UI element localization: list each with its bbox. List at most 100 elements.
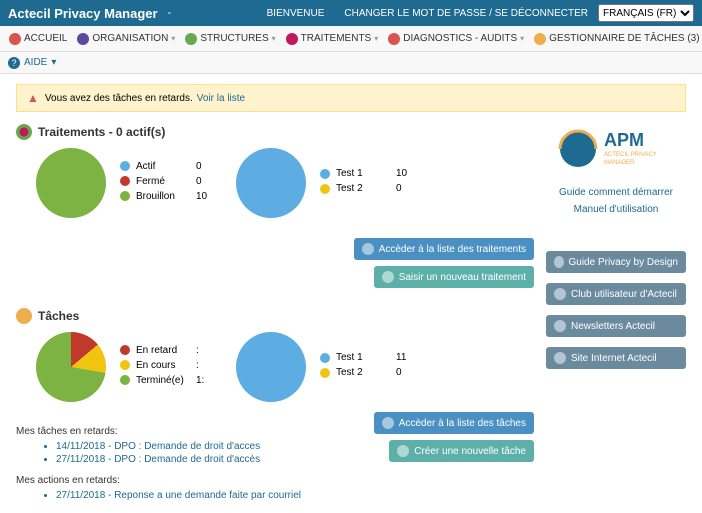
btn-newsletters-actecil[interactable]: Newsletters Actecil (546, 315, 686, 337)
legend-value: 0 (196, 161, 216, 172)
menu-structures[interactable]: STRUCTURES▾ (180, 33, 280, 45)
legend-row: Terminé(e)1: (120, 375, 216, 386)
legend-row: Fermé0 (120, 176, 216, 187)
btn-guide-privacy-by-design[interactable]: Guide Privacy by Design (546, 251, 686, 273)
btn-cr-er-une-nouvelle-t-che[interactable]: Créer une nouvelle tâche (389, 440, 534, 462)
legend-dot (120, 161, 130, 171)
legend-dot (320, 368, 330, 378)
legend-row: Test 111 (320, 352, 416, 363)
legend-value: 1: (196, 375, 216, 386)
btn-label: Newsletters Actecil (571, 321, 655, 332)
legend-dot (320, 184, 330, 194)
legend-value: 10 (196, 191, 216, 202)
legend-value: 0 (396, 183, 416, 194)
legend-value: 11 (396, 352, 416, 363)
btn-label: Accèder à la liste des tâches (399, 418, 526, 429)
menu-organisation[interactable]: ORGANISATION▾ (72, 33, 180, 45)
btn-label: Guide Privacy by Design (569, 257, 679, 268)
legend-dot (120, 345, 130, 355)
chevron-down-icon: ▾ (171, 34, 175, 43)
menu-gestionnaire-de-t-ches-[interactable]: GESTIONNAIRE DE TÂCHES (3)▾ (529, 33, 702, 45)
legend-label: Fermé (136, 176, 196, 187)
legend-label: Actif (136, 161, 196, 172)
welcome-text: BIENVENUE (267, 8, 325, 19)
btn-icon (382, 417, 394, 429)
alert-link[interactable]: Voir la liste (197, 93, 245, 104)
topbar: Actecil Privacy Manager - BIENVENUE CHAN… (0, 0, 702, 26)
right-sidebar: APM ACTECIL PRIVACY MANAGER Guide commen… (546, 124, 686, 503)
help-label: AIDE (24, 57, 47, 68)
title-dash: - (168, 7, 172, 19)
traitements-legend-status: Actif0 Fermé0 Brouillon10 (120, 161, 216, 206)
legend-value: : (196, 360, 216, 371)
menu-icon (388, 33, 400, 45)
menu-label: DIAGNOSTICS - AUDITS (403, 33, 517, 44)
help-icon: ? (8, 57, 20, 69)
late-item[interactable]: 27/11/2018 - Reponse a une demande faite… (56, 490, 354, 501)
legend-value: 10 (396, 168, 416, 179)
btn-club-utilisateur-d-actecil[interactable]: Club utilisateur d'Actecil (546, 283, 686, 305)
legend-label: Test 1 (336, 352, 396, 363)
app-title: Actecil Privacy Manager (8, 6, 158, 21)
language-select[interactable]: FRANÇAIS (FR) (598, 4, 694, 22)
taches-header: Tâches (16, 308, 534, 324)
menu-label: STRUCTURES (200, 33, 268, 44)
menu-diagnostics-audits[interactable]: DIAGNOSTICS - AUDITS▾ (383, 33, 529, 45)
menu-icon (77, 33, 89, 45)
legend-dot (120, 176, 130, 186)
alert-late-tasks: ▲ Vous avez des tâches en retards. Voir … (16, 84, 686, 112)
menu-icon (9, 33, 21, 45)
btn-icon (554, 352, 566, 364)
menubar: ACCUEILORGANISATION▾STRUCTURES▾TRAITEMEN… (0, 26, 702, 52)
svg-text:MANAGER: MANAGER (604, 160, 635, 166)
chevron-down-icon: ▾ (374, 34, 378, 43)
late-actions-title: Mes actions en retards: (16, 475, 354, 486)
btn-saisir-un-nouveau-traitement[interactable]: Saisir un nouveau traitement (374, 266, 534, 288)
btn-icon (382, 271, 394, 283)
guide-start-link[interactable]: Guide comment démarrer (546, 187, 686, 198)
apm-logo: APM ACTECIL PRIVACY MANAGER (546, 124, 686, 177)
taches-buttons: Accèder à la liste des tâches Créer une n… (374, 412, 534, 503)
legend-row: En cours: (120, 360, 216, 371)
menu-label: TRAITEMENTS (301, 33, 372, 44)
btn-acc-der-la-liste-des-t-ches[interactable]: Accèder à la liste des tâches (374, 412, 534, 434)
svg-text:ACTECIL PRIVACY: ACTECIL PRIVACY (604, 152, 657, 158)
btn-label: Club utilisateur d'Actecil (571, 289, 677, 300)
manual-link[interactable]: Manuel d'utilisation (546, 204, 686, 215)
menu-accueil[interactable]: ACCUEIL (4, 33, 72, 45)
warning-icon: ▲ (27, 91, 39, 105)
btn-label: Accèder à la liste des traitements (379, 244, 526, 255)
menu-label: ACCUEIL (24, 33, 67, 44)
btn-acc-der-la-liste-des-traitements[interactable]: Accèder à la liste des traitements (354, 238, 534, 260)
btn-icon (554, 288, 566, 300)
legend-label: Test 1 (336, 168, 396, 179)
btn-label: Site Internet Actecil (571, 353, 657, 364)
legend-label: En retard (136, 345, 196, 356)
btn-icon (554, 256, 564, 268)
btn-site-internet-actecil[interactable]: Site Internet Actecil (546, 347, 686, 369)
btn-label: Créer une nouvelle tâche (414, 446, 526, 457)
chevron-down-icon: ▾ (520, 34, 524, 43)
late-item[interactable]: 27/11/2018 - DPO : Demande de droit d'ac… (56, 454, 354, 465)
late-item[interactable]: 14/11/2018 - DPO : Demande de droit d'ac… (56, 441, 354, 452)
legend-label: Brouillon (136, 191, 196, 202)
taches-legend-test: Test 111Test 20 (320, 352, 416, 382)
logout-link[interactable]: CHANGER LE MOT DE PASSE / SE DÉCONNECTER (344, 8, 588, 19)
legend-label: Test 2 (336, 367, 396, 378)
late-tasks-title: Mes tâches en retards: (16, 426, 354, 437)
menu-icon (286, 33, 298, 45)
menu-icon (534, 33, 546, 45)
legend-row: Test 20 (320, 183, 416, 194)
menu-traitements[interactable]: TRAITEMENTS▾ (281, 33, 384, 45)
legend-value: 0 (396, 367, 416, 378)
legend-label: Terminé(e) (136, 375, 196, 386)
helpbar: ? AIDE ▾ (0, 52, 702, 74)
alert-text: Vous avez des tâches en retards. (45, 93, 193, 104)
traitements-pie-test (236, 148, 306, 218)
help-button[interactable]: ? AIDE ▾ (8, 57, 56, 69)
legend-row: Test 110 (320, 168, 416, 179)
svg-text:APM: APM (604, 130, 644, 150)
menu-icon (185, 33, 197, 45)
taches-pie-test (236, 332, 306, 402)
taches-legend-status: En retard:En cours: Terminé(e)1: (120, 345, 216, 390)
